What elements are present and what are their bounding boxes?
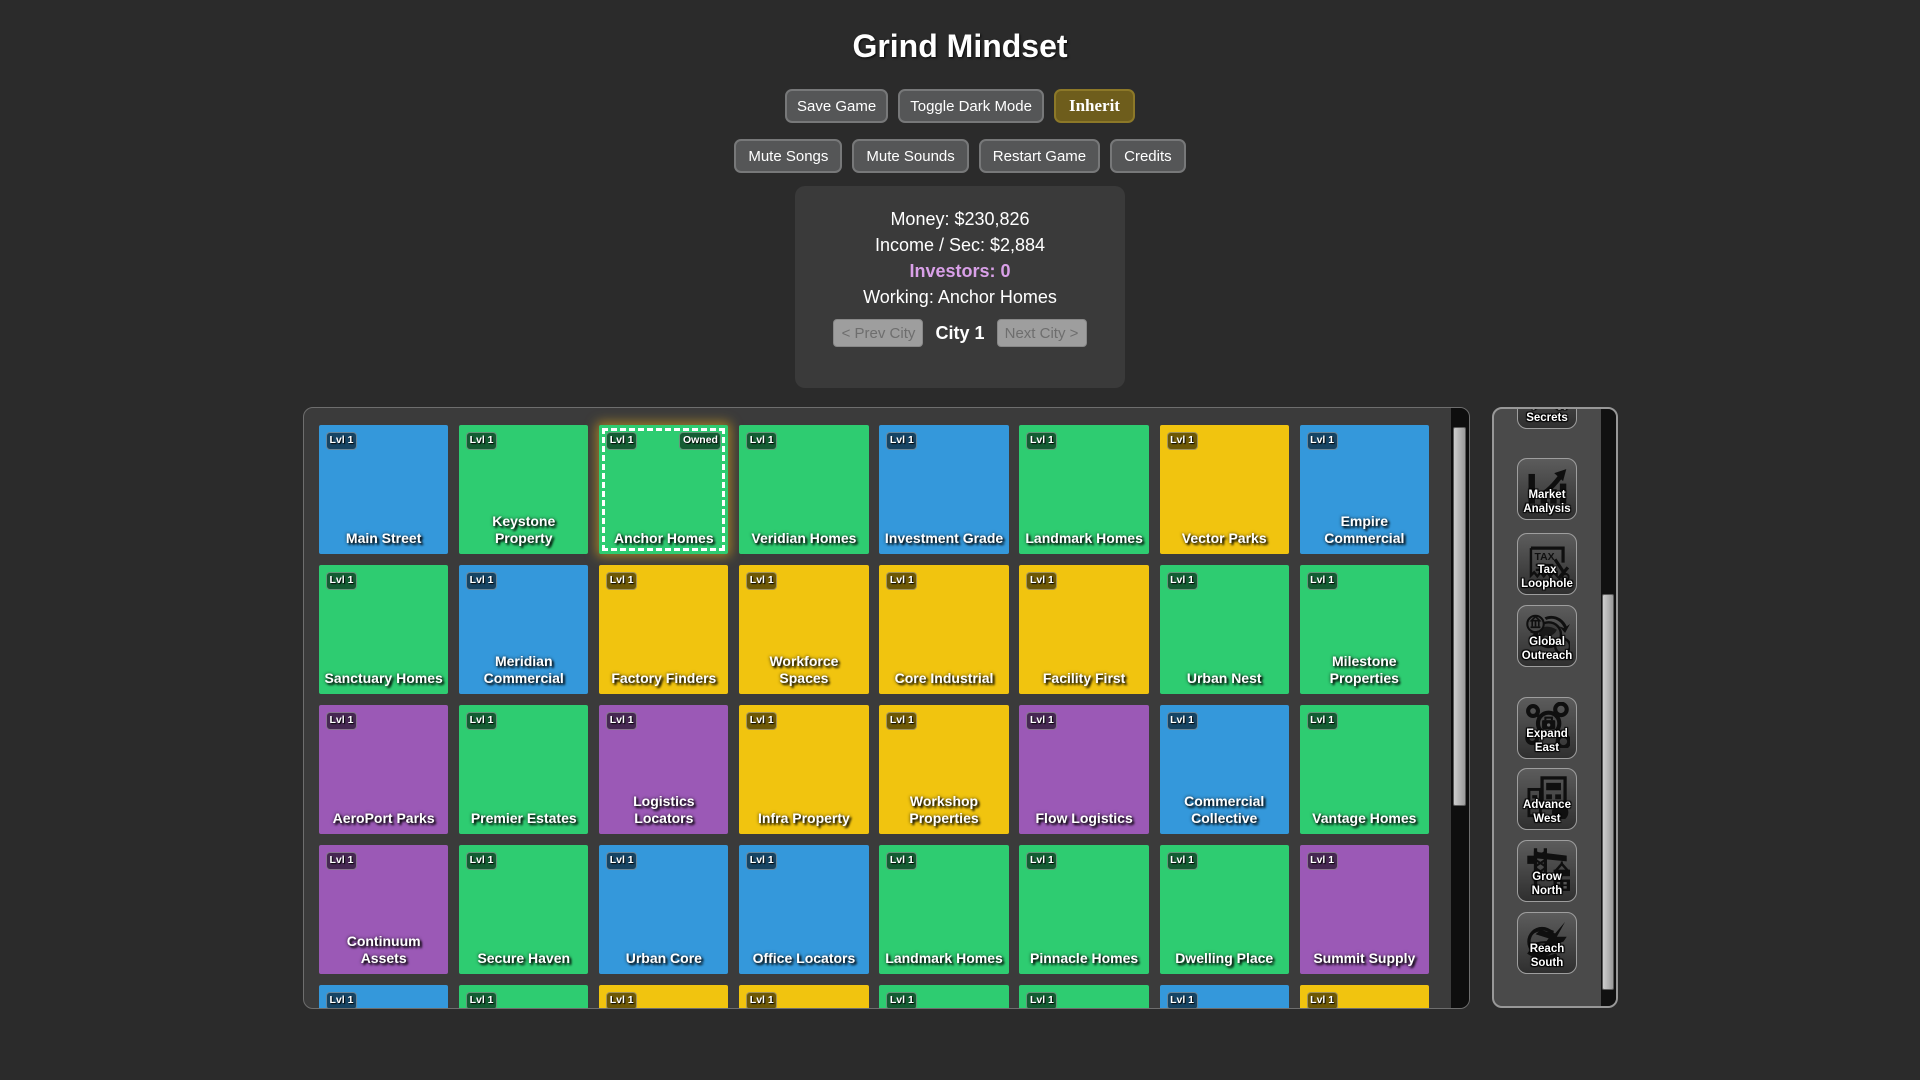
svg-text:TAX: TAX [1535,552,1555,563]
